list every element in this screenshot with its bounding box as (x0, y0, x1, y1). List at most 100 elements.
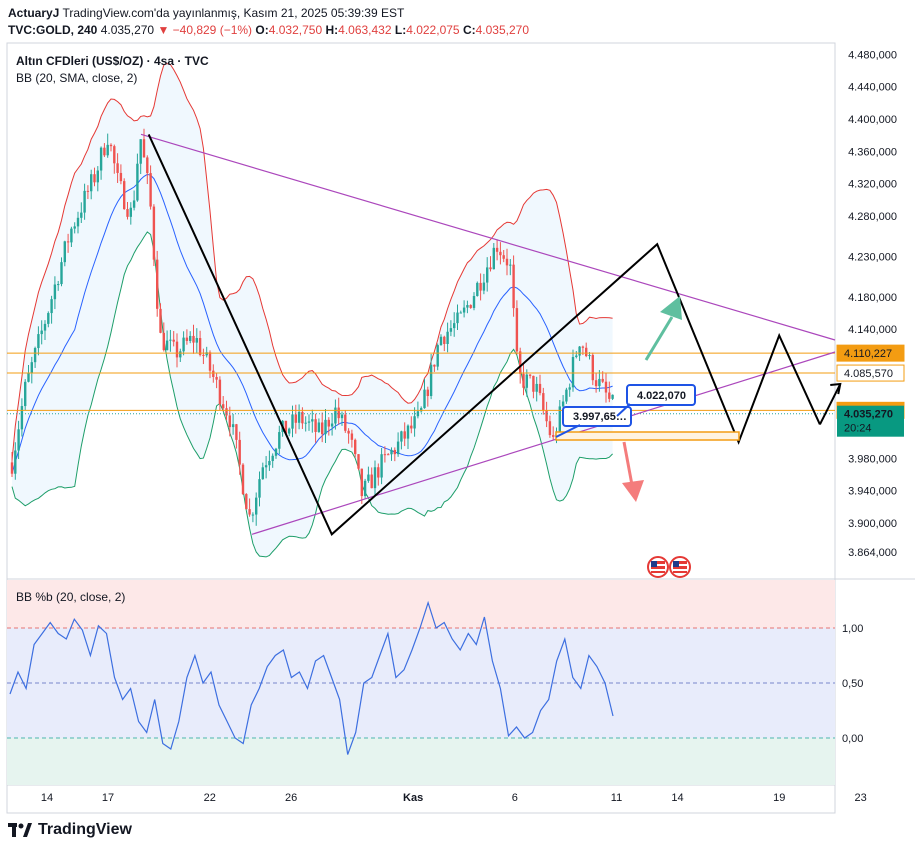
last-price-tag (837, 405, 904, 437)
candle-body (588, 355, 591, 357)
candle-body (608, 392, 611, 399)
level-price-tag (836, 364, 905, 382)
candle-body (387, 454, 390, 456)
candle-body (261, 467, 264, 480)
candle-body (354, 439, 357, 455)
candle-body (499, 251, 502, 256)
candle-body (57, 284, 60, 286)
bar-countdown: 20:24 (844, 423, 872, 435)
level-price-tag (836, 344, 905, 362)
author-name[interactable]: ActuaryJ (8, 6, 60, 20)
bb-lower-line (11, 231, 613, 558)
publish-info: TradingView.com'da yayınlanmış, Kasım 21… (62, 6, 405, 20)
high-value: 4.063,432 (338, 23, 392, 37)
candle-body (522, 373, 525, 388)
candle-body (17, 429, 20, 451)
candle-body (396, 441, 400, 455)
last-price: 4.035,270 (100, 23, 155, 37)
candle-body (30, 362, 33, 373)
candle-body (611, 394, 614, 399)
candle-body (585, 347, 588, 357)
candle-body (423, 389, 426, 409)
candle-body (515, 308, 519, 352)
candle-body (561, 401, 565, 407)
candle-body (136, 163, 139, 201)
candle-body (594, 380, 598, 387)
candle-body (509, 264, 512, 266)
price-tick-label: 3.864,000 (848, 547, 897, 559)
candle-body (291, 414, 294, 429)
candle-body (103, 147, 106, 156)
candle-body (73, 226, 76, 229)
candle-body (63, 241, 66, 263)
candle-body (377, 467, 380, 478)
candle-body (156, 259, 159, 309)
price-tick-label: 4.140,000 (848, 324, 897, 336)
candle-body (479, 282, 482, 291)
time-tick-label: 22 (204, 792, 216, 804)
tradingview-wordmark: TradingView (38, 821, 132, 838)
candle-body (462, 307, 466, 313)
time-tick-label: 19 (773, 792, 785, 804)
tradingview-logo[interactable]: TradingView (8, 821, 132, 839)
candle-body (66, 241, 70, 243)
candle-body (327, 419, 330, 427)
price-tick-label: 4.280,000 (848, 211, 897, 223)
candle-body (215, 376, 218, 380)
candle-body (198, 338, 202, 355)
price-tick-label: 4.400,000 (848, 114, 897, 126)
candle-body (565, 389, 568, 402)
candle-body (337, 407, 340, 419)
low-value: 4.022,075 (406, 23, 460, 37)
callout-connector (616, 403, 631, 417)
candle-body (175, 341, 179, 358)
candle-body (83, 190, 86, 213)
candle-body (373, 467, 377, 489)
candle-body (231, 424, 235, 428)
candle-body (449, 328, 453, 332)
us-event-icon[interactable] (669, 556, 691, 578)
candle-body (492, 247, 495, 270)
time-tick-label: 26 (285, 792, 297, 804)
callout-connector (555, 424, 581, 438)
candle-body (410, 425, 413, 429)
bbpb-line (9, 600, 614, 755)
candle-body (324, 419, 327, 435)
candle-body (420, 408, 423, 412)
candle-body (90, 174, 93, 192)
candle-body (321, 422, 324, 435)
candle-body (482, 282, 486, 291)
candle-body (169, 339, 172, 341)
candle-body (456, 312, 459, 324)
time-tick-label: 11 (611, 792, 622, 804)
candle-body (20, 406, 24, 430)
time-tick-label: 6 (512, 792, 518, 804)
bearish-arrowhead (622, 480, 644, 502)
candle-body (202, 354, 205, 356)
candle-body (466, 305, 469, 308)
candle-body (344, 414, 347, 431)
us-event-icon[interactable] (647, 556, 669, 578)
candle-body (552, 435, 555, 437)
level-price-value: 4.110,227 (844, 348, 892, 360)
publish-line: ActuaryJ TradingView.com'da yayınlanmış,… (8, 6, 404, 20)
candle-body (495, 247, 499, 252)
candle-body (403, 431, 406, 439)
candle-body (443, 336, 446, 344)
candle-body (53, 284, 57, 300)
bbpb-overbought-zone (7, 580, 835, 628)
candle-body (330, 423, 334, 427)
axes: 4.480,000 4.440,000 4.400,000 4.360,000 4.32… (41, 49, 897, 804)
candle-body (535, 383, 538, 392)
candle-body (400, 431, 403, 442)
candle-body (350, 433, 354, 440)
candle-body (205, 352, 208, 356)
candle-body (436, 345, 439, 367)
candle-body (228, 415, 231, 428)
candle-body (426, 389, 429, 397)
candle-body (14, 450, 17, 474)
candle-body (486, 267, 489, 283)
candle-body (347, 430, 350, 434)
symbol-label[interactable]: TVC:GOLD, 240 (8, 23, 98, 37)
